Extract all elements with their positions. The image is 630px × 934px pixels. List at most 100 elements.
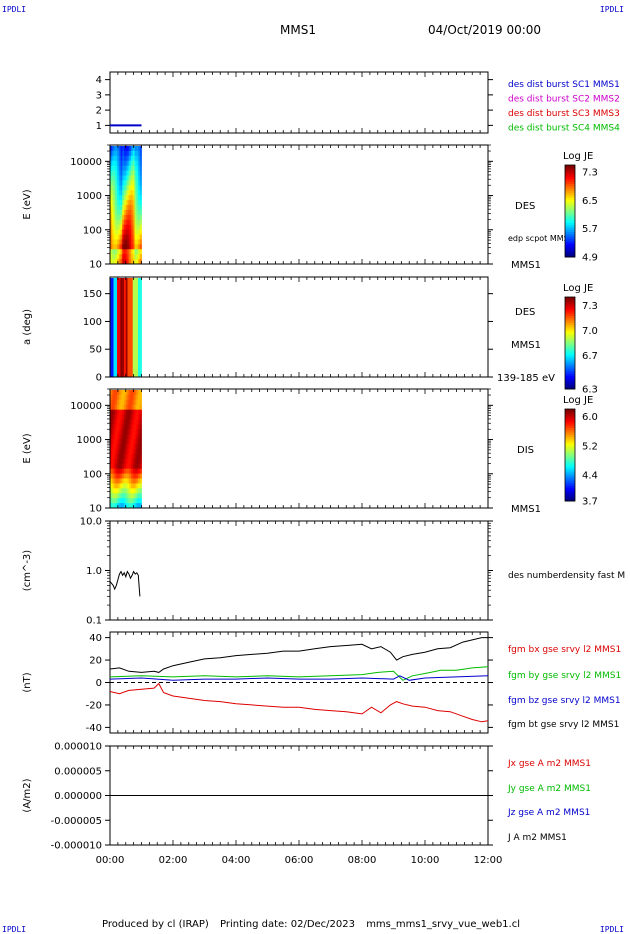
des-pitch-heat-cell	[122, 307, 125, 318]
des-pitch-colorbar-segment	[565, 322, 575, 326]
dis-energy-colorbar-segment	[565, 450, 575, 454]
des-pitch-heat-cell	[131, 287, 134, 299]
b-field-legend-label: fgm bx gse srvy l2 MMS1	[508, 645, 621, 655]
dis-energy-heat-cell	[132, 473, 135, 479]
des-pitch-heat-cell	[132, 357, 135, 368]
dis-energy-heat-cell	[115, 478, 118, 484]
dis-energy-heat-cell	[115, 394, 118, 401]
dis-energy-heat-cell	[120, 488, 123, 494]
dis-energy-heat-cell	[117, 483, 120, 489]
dis-energy-heat-cell	[131, 394, 134, 401]
dis-energy-heat-cell	[131, 390, 134, 396]
dis-energy-heat-cell	[118, 414, 121, 420]
dis-energy-heat-cell	[131, 444, 134, 450]
des-energy-heat-cell	[124, 155, 127, 162]
dis-energy-heat-cell	[131, 449, 134, 455]
des-pitch-heat-cell	[125, 367, 128, 378]
dis-energy-heat-cell	[117, 429, 120, 435]
des-pitch-colorbar-segment	[565, 315, 575, 319]
des-energy-heat-cell	[120, 229, 123, 235]
des-energy-heat-cell	[134, 224, 137, 230]
dis-energy-heat-cell	[132, 463, 135, 470]
des-energy-heat-cell	[136, 170, 139, 176]
des-pitch-heat-cell	[138, 317, 141, 328]
dis-energy-heat-cell	[122, 439, 125, 445]
dis-energy-heat-cell	[124, 399, 127, 406]
dis-energy-heat-cell	[113, 404, 116, 411]
des-energy-heat-cell	[122, 254, 125, 260]
dis-energy-heat-cell	[110, 409, 113, 415]
des-pitch-heat-cell	[125, 307, 128, 318]
des-energy-heat-cell	[131, 205, 134, 211]
des-energy-heat-cell	[139, 165, 142, 171]
des-energy-heat-cell	[117, 239, 120, 245]
dis-energy-heat-cell	[139, 453, 142, 460]
des-energy-colorbar-segment	[565, 254, 575, 258]
des-pitch-heat-cell	[124, 357, 127, 368]
dis-energy-heat-cell	[127, 478, 130, 484]
dis-energy-heat-cell	[131, 468, 134, 474]
des-energy-heat-cell	[115, 190, 118, 196]
des-energy-heat-cell	[136, 234, 139, 240]
des-energy-heat-cell	[136, 219, 139, 226]
des-energy-heat-cell	[115, 180, 118, 186]
dis-energy-heat-cell	[127, 394, 130, 401]
des-pitch-heat-cell	[131, 297, 134, 309]
dis-energy-colorbar-tick-label: 5.2	[582, 441, 598, 452]
dis-energy-colorbar-segment	[565, 478, 575, 481]
dis-energy-heat-cell	[120, 409, 123, 415]
dis-energy-heat-cell	[110, 419, 113, 425]
des-pitch-heat-cell	[136, 327, 139, 338]
des-pitch-heat-cell	[131, 278, 134, 289]
dis-energy-heat-cell	[136, 449, 139, 455]
dis-energy-heat-cell	[117, 434, 120, 440]
des-energy-heat-cell	[117, 254, 120, 260]
dis-energy-heat-cell	[110, 414, 113, 420]
des-energy-heat-cell	[131, 155, 134, 162]
des-energy-heat-cell	[136, 160, 139, 167]
dis-energy-heat-cell	[127, 424, 130, 430]
dis-energy-heat-cell	[129, 429, 132, 435]
des-pitch-heat-cell	[124, 287, 127, 299]
des-energy-colorbar-tick-label: 5.7	[582, 224, 598, 235]
dis-energy-frame	[109, 388, 489, 509]
des-energy-heat-cell	[111, 209, 114, 216]
des-pitch-colorbar-segment	[565, 333, 575, 337]
dis-energy-heat-cell	[132, 468, 135, 474]
des-energy-y-tick-label: 10000	[70, 157, 102, 168]
dis-energy-heat-cell	[120, 414, 123, 420]
des-energy-heat-cell	[139, 160, 142, 167]
des-energy-heat-cell	[134, 244, 137, 250]
dis-energy-colorbar-segment	[565, 455, 575, 458]
des-energy-heat-cell	[124, 229, 127, 235]
dis-energy-colorbar-segment	[565, 452, 575, 456]
des-energy-heat-cell	[115, 155, 118, 162]
des-energy-heat-cell	[139, 175, 142, 181]
des-energy-heat-cell	[115, 224, 118, 230]
des-energy-heat-cell	[138, 259, 141, 265]
des-pitch-heat-cell	[136, 317, 139, 328]
dis-energy-heat-cell	[111, 439, 114, 445]
des-energy-heat-cell	[129, 244, 132, 250]
dis-energy-heat-cell	[139, 488, 142, 494]
des-energy-colorbar-segment	[565, 215, 575, 219]
dis-energy-colorbar-segment	[565, 438, 575, 442]
corner-tag-bottom-right: IPDLI	[599, 925, 624, 934]
des-energy-heat-cell	[117, 224, 120, 230]
dis-energy-heat-cell	[111, 399, 114, 406]
des-pitch-colorbar-segment	[565, 368, 575, 372]
dis-energy-heat-cell	[120, 468, 123, 474]
dis-energy-heat-cell	[134, 468, 137, 474]
des-energy-heat-cell	[120, 200, 123, 206]
b-field-legend-label: fgm by gse srvy l2 MMS1	[508, 671, 621, 681]
dis-energy-heat-cell	[110, 404, 113, 411]
dis-energy-heat-cell	[129, 453, 132, 460]
des-energy-heat-cell	[110, 254, 113, 260]
des-energy-heat-cell	[124, 259, 127, 265]
des-energy-heat-cell	[138, 195, 141, 201]
dis-energy-heat-cell	[134, 419, 137, 425]
dis-energy-heat-cell	[111, 434, 114, 440]
des-energy-heat-cell	[136, 180, 139, 186]
des-energy-heat-cell	[124, 234, 127, 240]
des-energy-heat-cell	[111, 214, 114, 221]
